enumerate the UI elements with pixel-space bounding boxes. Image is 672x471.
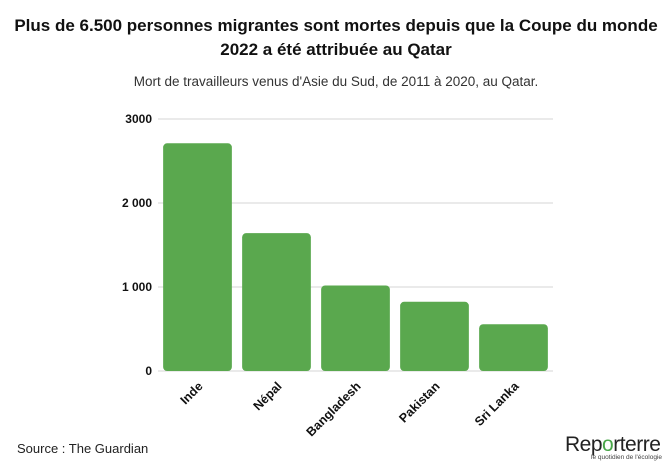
bar-inde bbox=[163, 143, 232, 371]
x-tick-label: Pakistan bbox=[396, 379, 442, 425]
y-tick-label: 2 000 bbox=[122, 196, 152, 210]
brand-name: Reporterre bbox=[565, 433, 661, 456]
source-note: Source : The Guardian bbox=[17, 441, 149, 456]
reporterre-logo: Reporterre le quotidien de l'écologie bbox=[565, 433, 662, 462]
x-tick-label: Népal bbox=[251, 379, 285, 413]
chart-title: Plus de 6.500 personnes migrantes sont m… bbox=[14, 16, 658, 59]
brand-tagline: le quotidien de l'écologie bbox=[591, 454, 662, 461]
y-axis-ticks: 0 1 000 2 000 3000 bbox=[122, 112, 152, 378]
x-tick-label: Inde bbox=[178, 379, 206, 407]
x-axis-ticks: Inde Népal Bangladesh Pakistan Sri Lanka bbox=[178, 378, 523, 439]
x-tick-label: Sri Lanka bbox=[472, 378, 522, 428]
y-tick-label: 1 000 bbox=[122, 280, 152, 294]
bar-bangladesh bbox=[321, 285, 390, 371]
x-tick-label: Bangladesh bbox=[304, 379, 364, 439]
bar-népal bbox=[242, 233, 311, 371]
bar-pakistan bbox=[400, 301, 469, 371]
y-tick-label: 3000 bbox=[125, 112, 152, 126]
bar-sri-lanka bbox=[479, 324, 548, 371]
bars bbox=[163, 143, 548, 371]
chart-subtitle: Mort de travailleurs venus d'Asie du Sud… bbox=[133, 74, 539, 89]
y-tick-label: 0 bbox=[145, 364, 152, 378]
